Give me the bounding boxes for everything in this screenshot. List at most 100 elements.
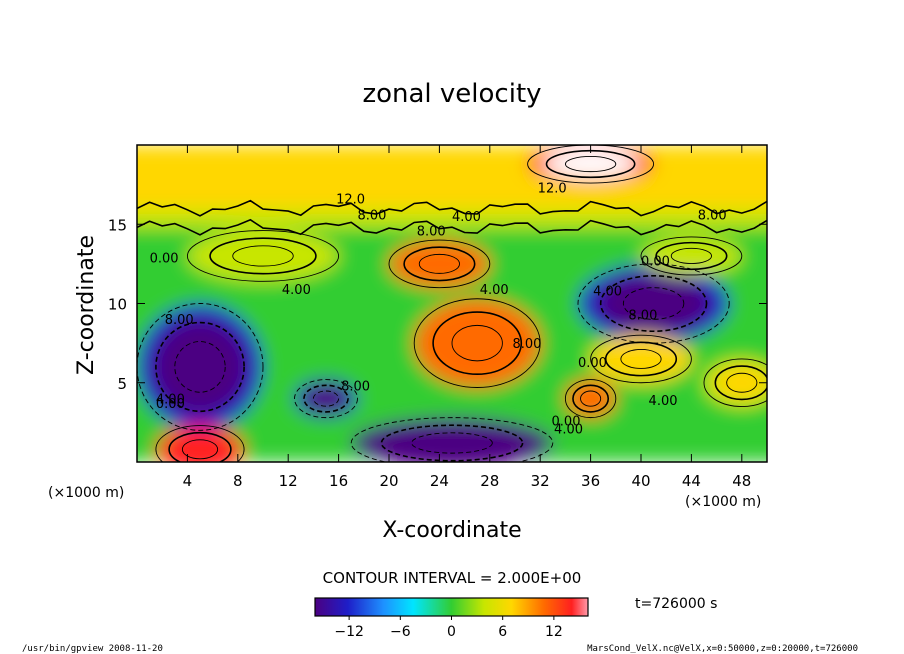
- contour-line: [599, 274, 708, 333]
- x-tick-label: 48: [732, 472, 751, 490]
- colorbar-tick-label: −6: [390, 624, 411, 640]
- contour-labels: 12.012.08.00 4.008.008.000.00 0.004.00 4.00…: [150, 182, 727, 438]
- contour-line: [294, 379, 358, 419]
- contour-line: [620, 349, 662, 369]
- x-tick-label: 16: [329, 472, 348, 490]
- contour-label: 4.00: [593, 285, 622, 300]
- field-blob-core: [603, 341, 679, 377]
- contour-label: 12.0: [538, 182, 567, 197]
- contour-label: 4.00: [282, 283, 311, 298]
- field-blob-core: [429, 309, 525, 377]
- contour-label: 4.00: [554, 422, 583, 437]
- field-blob-core: [206, 236, 320, 275]
- x-tick-label: 8: [233, 472, 243, 490]
- contour-line: [432, 311, 523, 375]
- contour-label: 0.00: [641, 254, 670, 269]
- contour-line: [137, 303, 264, 431]
- footer-right: MarsCond_VelX.nc@VelX,x=0:50000,z=0:2000…: [587, 644, 858, 654]
- contour-line: [155, 321, 245, 413]
- contour-label: 8.00: [417, 224, 446, 239]
- colorbar-tick-label: 6: [498, 624, 507, 640]
- contour-label: 0.00: [578, 356, 607, 371]
- chart-title: zonal velocity: [362, 79, 541, 109]
- y-tick-label: 15: [108, 216, 127, 234]
- time-label: t=726000 s: [635, 596, 717, 612]
- y-tick-label: 5: [117, 375, 127, 393]
- contour-line: [137, 218, 767, 236]
- colorbar: [314, 597, 589, 617]
- contour-line: [451, 324, 503, 362]
- contour-line: [527, 145, 655, 184]
- contour-line: [181, 439, 219, 460]
- contour-line: [580, 390, 602, 407]
- contour-line: [703, 358, 767, 407]
- y-axis-ticks: 5 10 15: [108, 216, 767, 393]
- x-tick-label: 28: [480, 472, 499, 490]
- contour-line: [726, 372, 758, 393]
- footer-left: /usr/bin/gpview 2008-11-20: [22, 644, 163, 654]
- contour-line: [564, 379, 617, 419]
- field-band: [137, 145, 767, 209]
- contour-line: [137, 199, 767, 217]
- contour-line: [411, 432, 493, 454]
- contour-label: 8.00: [512, 337, 541, 352]
- contour-label: 4.00: [649, 394, 678, 409]
- x-tick-label: 20: [379, 472, 398, 490]
- contour-line: [209, 237, 317, 275]
- y-tick-label: 10: [108, 296, 127, 314]
- contour-label: 8.00: [698, 208, 727, 223]
- contour-label: 4.00: [480, 283, 509, 298]
- field-blob-core: [376, 423, 528, 462]
- contour-line: [572, 384, 610, 413]
- y-axis-label: Z-coordinate: [74, 235, 99, 375]
- field-blob-core: [653, 241, 730, 271]
- contour-label: 4.00: [156, 392, 185, 407]
- contour-line: [186, 230, 340, 282]
- contour-label: 12.0: [336, 193, 365, 208]
- x-units-label: (×1000 m): [685, 494, 761, 510]
- contour-line: [413, 298, 541, 388]
- x-tick-label: 36: [581, 472, 600, 490]
- x-tick-label: 4: [183, 472, 193, 490]
- contour-label: 0.00: [150, 251, 179, 266]
- contour-field: [137, 145, 767, 462]
- field-blob-core: [713, 364, 767, 401]
- x-axis-ticks: 4 8 12 16 20 24 28 32 36 40 44 48: [183, 145, 751, 490]
- field-blob-core: [302, 384, 350, 413]
- contour-line: [303, 384, 349, 413]
- contour-line: [564, 155, 617, 173]
- x-tick-label: 40: [631, 472, 650, 490]
- contour-label: 0.00: [552, 415, 581, 430]
- field-blob-core: [571, 384, 610, 413]
- contour-line: [350, 417, 554, 462]
- colorbar-tick-label: 0: [447, 624, 456, 640]
- contour-line: [714, 365, 767, 401]
- colorbar-ticks: −12 −6 0 6 12: [334, 616, 563, 640]
- x-tick-label: 44: [682, 472, 701, 490]
- contour-line: [640, 236, 743, 276]
- contour-line: [380, 424, 524, 462]
- z-units-label: (×1000 m): [48, 485, 124, 501]
- colorbar-tick-label: −12: [334, 624, 364, 640]
- field-blob-core: [543, 149, 638, 179]
- contour-label: 0.00: [156, 397, 185, 412]
- contour-label: 8.00: [341, 380, 370, 395]
- contour-line: [312, 390, 340, 407]
- contour-interval-text: CONTOUR INTERVAL = 2.000E+00: [323, 569, 582, 587]
- contour-label: 4.00: [452, 210, 481, 225]
- contour-label: 8.00: [165, 313, 194, 328]
- contour-label: 8.00: [628, 308, 657, 323]
- contour-line: [655, 241, 728, 271]
- contour-label: 8.00: [358, 208, 387, 223]
- x-axis-label: X-coordinate: [382, 518, 521, 543]
- contour-line: [622, 287, 685, 320]
- contour-line: [590, 334, 692, 384]
- x-tick-label: 24: [430, 472, 449, 490]
- contour-line: [388, 239, 491, 289]
- field-blob-core: [596, 273, 711, 334]
- plot-area: [137, 145, 767, 462]
- x-tick-label: 32: [531, 472, 550, 490]
- field-blob-core: [152, 319, 248, 415]
- contour-line: [418, 253, 461, 274]
